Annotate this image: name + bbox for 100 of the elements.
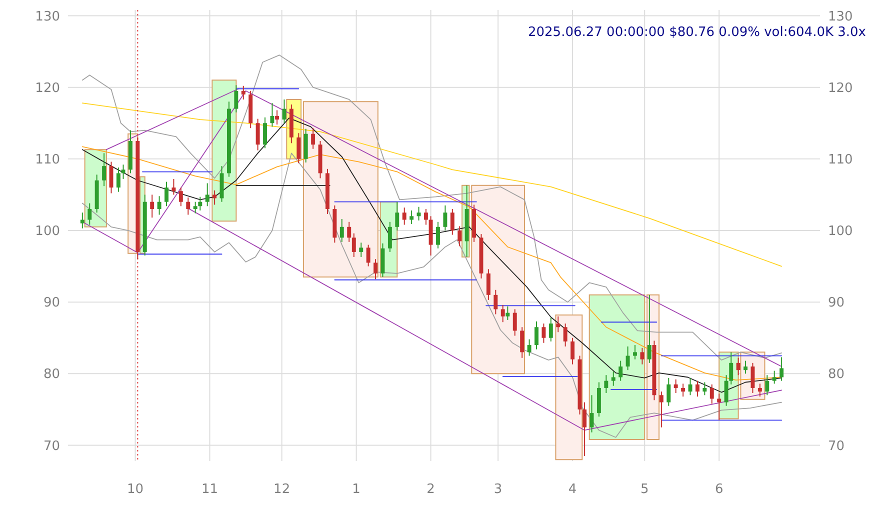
candlestick — [582, 402, 587, 456]
y2-tick-label: 130 — [828, 9, 853, 24]
candlestick — [150, 194, 154, 218]
candlestick — [604, 374, 608, 394]
y-tick-label: 70 — [43, 438, 60, 454]
candlestick — [270, 102, 274, 128]
candlestick — [436, 221, 440, 249]
candlestick — [263, 116, 267, 149]
candlestick — [618, 360, 623, 382]
candlestick — [186, 197, 190, 216]
candlestick — [157, 196, 162, 216]
candlestick — [402, 207, 406, 226]
candlestick — [116, 166, 120, 192]
candlestick — [347, 221, 352, 242]
candlestick — [695, 380, 700, 398]
candlestick — [374, 258, 378, 280]
x-tick-label: 5 — [640, 482, 649, 497]
y-tick-label: 130 — [35, 9, 60, 24]
candlestick — [626, 346, 630, 371]
candlestick — [765, 374, 770, 396]
y-tick-label: 100 — [35, 224, 60, 240]
candlestick — [282, 98, 286, 124]
candlestick — [352, 232, 356, 258]
annotation: 2025.06.27 00:00:00 $80.76 0.09% vol:604.0K 3.0x — [528, 25, 866, 40]
candlestick — [512, 308, 517, 336]
candlestick — [102, 152, 106, 187]
line-series — [82, 152, 782, 438]
candlestick — [611, 371, 616, 386]
candlestick — [241, 85, 246, 100]
candlestick — [395, 201, 400, 231]
y2-tick-label: 70 — [828, 438, 845, 454]
y-tick-label: 80 — [43, 367, 60, 382]
candlestick — [486, 268, 490, 300]
candlestick — [500, 304, 505, 323]
y-tick-label: 110 — [35, 152, 60, 168]
x-tick-label: 3 — [494, 482, 502, 497]
candlestick — [758, 383, 762, 398]
candlestick — [750, 362, 755, 394]
candlestick — [178, 187, 183, 207]
x-tick-label: 10 — [127, 482, 144, 497]
candlestick — [674, 378, 678, 394]
candlestick — [520, 326, 524, 358]
candlestick — [542, 323, 546, 344]
candlestick — [506, 306, 510, 320]
x-tick-label: 6 — [714, 482, 724, 497]
candlestick — [702, 382, 707, 396]
x-tick-label: 1 — [352, 482, 360, 497]
candlestick — [198, 196, 202, 211]
candlestick — [450, 208, 454, 236]
candlestick — [311, 128, 316, 150]
y2-tick-label: 100 — [828, 224, 853, 240]
candlestick — [212, 190, 217, 206]
candlestick — [275, 110, 280, 126]
candlestick — [458, 226, 462, 247]
candlestick — [710, 384, 714, 404]
candlestick — [366, 244, 370, 267]
candlestick — [563, 323, 568, 347]
candlestick — [424, 208, 428, 226]
candlestick — [736, 357, 740, 376]
candlestick — [548, 317, 553, 342]
candlestick — [80, 212, 84, 229]
candlestick — [729, 352, 734, 385]
y2-tick-label: 120 — [828, 80, 853, 96]
candlestick — [388, 221, 392, 252]
candlestick — [416, 206, 421, 221]
candlestick — [340, 218, 344, 242]
x-tick-label: 4 — [568, 482, 577, 497]
candlestick — [534, 320, 538, 350]
candlestick — [527, 338, 532, 356]
candlestick — [88, 202, 92, 226]
candlestick — [359, 242, 364, 258]
candlestick — [256, 118, 260, 151]
line-series — [82, 102, 782, 267]
candlestick — [744, 360, 748, 374]
candlestick — [410, 210, 414, 225]
candlestick — [659, 391, 664, 428]
candlestick — [193, 201, 198, 214]
y2-tick-label: 110 — [828, 152, 853, 168]
candlestick — [717, 393, 722, 421]
candlestick — [681, 383, 686, 398]
candlestick — [296, 132, 301, 164]
candlestick — [172, 178, 176, 196]
candlestick — [570, 337, 575, 365]
candlestick — [164, 181, 168, 207]
y-tick-label: 90 — [43, 296, 60, 311]
x-tick-label: 12 — [274, 482, 290, 497]
candlestick — [556, 316, 560, 333]
candlestick — [724, 374, 728, 406]
candlestick — [780, 356, 784, 382]
candlestick — [494, 289, 498, 315]
candlestick — [647, 294, 652, 364]
candlestick — [633, 344, 637, 360]
candlestick — [443, 204, 448, 231]
candlestick — [234, 84, 238, 113]
candlestick — [666, 377, 671, 406]
candlestick — [205, 182, 210, 207]
candlestick — [772, 370, 776, 384]
candlestick — [640, 347, 644, 365]
y-tick-label: 120 — [35, 80, 60, 96]
x-tick-label: 11 — [201, 482, 218, 497]
